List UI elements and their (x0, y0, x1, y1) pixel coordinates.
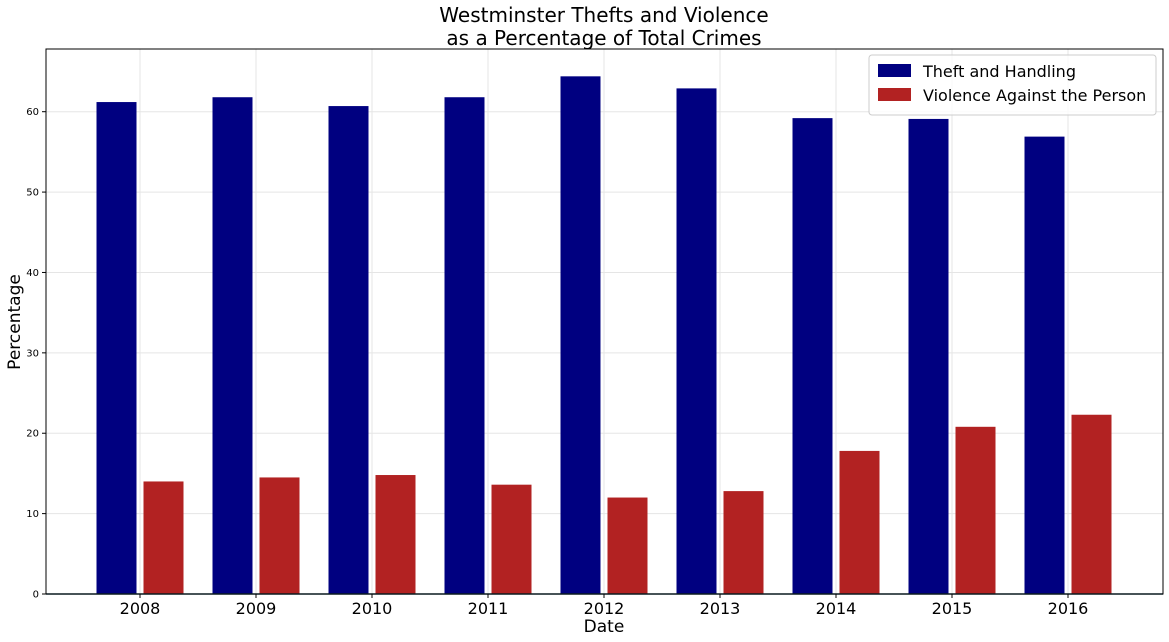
chart-title-line2: as a Percentage of Total Crimes (446, 26, 761, 50)
y-ticks: 0 10 20 30 40 50 60 (26, 107, 46, 601)
bar-violence-2012 (607, 497, 648, 594)
legend-swatch-theft (878, 64, 911, 77)
x-ticks: 2008 2009 2010 2011 2012 2013 2014 2015 2016 (120, 594, 1089, 618)
y-axis-label: Percentage (5, 274, 25, 370)
bar-theft-2012 (560, 76, 601, 594)
chart-title-line1: Westminster Thefts and Violence (439, 3, 768, 27)
x-tick-label: 2014 (816, 599, 857, 618)
bar-theft-2016 (1024, 136, 1065, 595)
bar-theft-2010 (328, 106, 369, 595)
legend-box (868, 54, 1157, 116)
bar-violence-2014 (839, 450, 880, 594)
bars (46, 76, 1163, 595)
legend-label-violence: Violence Against the Person (923, 86, 1146, 105)
bar-theft-2013 (676, 88, 717, 594)
x-axis-label: Date (584, 617, 625, 637)
x-tick-label: 2010 (352, 599, 393, 618)
x-tick-label: 2016 (1048, 599, 1089, 618)
bar-violence-2016 (1071, 414, 1112, 594)
bar-violence-2010 (375, 475, 416, 594)
x-tick-label: 2009 (236, 599, 277, 618)
x-tick-label: 2011 (468, 599, 509, 618)
bar-violence-2011 (491, 484, 532, 594)
legend-swatch-violence (878, 88, 911, 101)
y-tick-label: 30 (26, 348, 39, 359)
x-tick-label: 2008 (120, 599, 161, 618)
y-tick-label: 50 (26, 188, 39, 199)
bar-theft-2014 (792, 118, 833, 594)
bar-theft-2011 (444, 97, 485, 594)
y-tick-label: 10 (26, 509, 39, 520)
legend: Theft and Handling Violence Against the … (868, 54, 1157, 116)
legend-label-theft: Theft and Handling (922, 62, 1076, 81)
bar-violence-2009 (259, 477, 300, 594)
bar-theft-2009 (212, 97, 253, 594)
x-tick-label: 2012 (584, 599, 625, 618)
x-tick-label: 2013 (700, 599, 741, 618)
bar-violence-2015 (955, 426, 996, 594)
y-tick-label: 40 (26, 268, 39, 279)
y-tick-label: 20 (26, 429, 39, 440)
x-tick-label: 2015 (932, 599, 973, 618)
bar-violence-2008 (143, 481, 184, 594)
bar-theft-2008 (96, 102, 137, 594)
y-tick-label: 0 (33, 590, 39, 601)
bar-theft-2015 (908, 118, 949, 595)
y-tick-label: 60 (26, 107, 39, 118)
bar-violence-2013 (723, 491, 764, 594)
